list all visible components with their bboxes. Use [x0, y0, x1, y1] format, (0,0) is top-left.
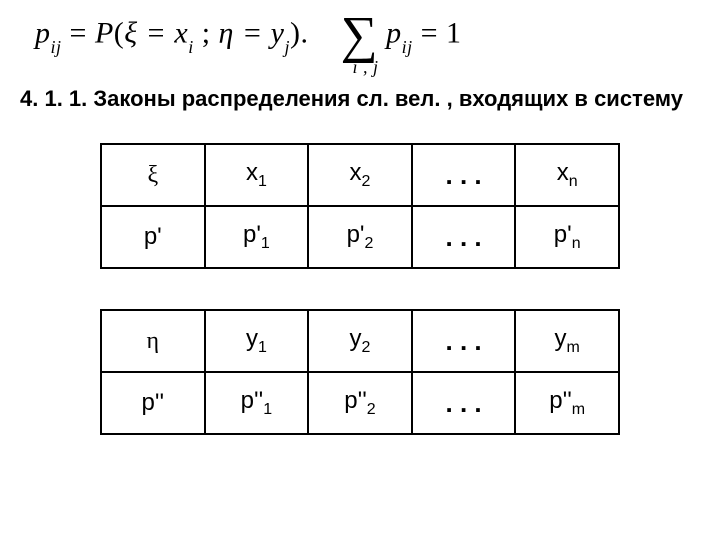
- section-heading: 4. 1. 1. Законы распределения сл. вел. ,…: [20, 85, 700, 114]
- cell-dots: . . .: [412, 310, 516, 372]
- table-eta: η y1 y2 . . . ym p'' p''1 p''2 . . . p''…: [100, 309, 620, 435]
- cell: y1: [205, 310, 309, 372]
- formula-rhs-sub: ij: [402, 37, 413, 57]
- table-row: ξ x1 x2 . . . xn: [101, 144, 619, 206]
- formula: pij = P(ξ = xi ; η = yj). ∑ i , j pij = …: [35, 15, 700, 57]
- cell-pprime2: p'': [101, 372, 205, 434]
- cell: y2: [308, 310, 412, 372]
- cell: p'2: [308, 206, 412, 268]
- formula-lhs-sub: ij: [51, 37, 62, 57]
- cell: p''m: [515, 372, 619, 434]
- formula-xi-sub: i: [188, 37, 194, 57]
- cell: x1: [205, 144, 309, 206]
- formula-xi: ξ: [124, 17, 137, 50]
- table-xi: ξ x1 x2 . . . xn p' p'1 p'2 . . . p'n: [100, 143, 620, 269]
- formula-close: ): [290, 17, 301, 50]
- cell: xn: [515, 144, 619, 206]
- formula-eq: =: [70, 17, 95, 50]
- formula-cap-p: P: [95, 17, 114, 50]
- cell: p'1: [205, 206, 309, 268]
- formula-eq-eta: = y: [234, 17, 285, 50]
- formula-eta: η: [219, 17, 234, 50]
- formula-lhs-p: p: [35, 17, 51, 50]
- sigma-sub: i , j: [353, 57, 379, 78]
- table-row: η y1 y2 . . . ym: [101, 310, 619, 372]
- cell-xi: ξ: [101, 144, 205, 206]
- table-row: p' p'1 p'2 . . . p'n: [101, 206, 619, 268]
- cell: x2: [308, 144, 412, 206]
- formula-eq2: = 1: [413, 17, 462, 50]
- cell-dots: . . .: [412, 206, 516, 268]
- formula-rhs-p: p: [386, 17, 402, 50]
- formula-eta-sub: j: [285, 37, 291, 57]
- cell-dots: . . .: [412, 144, 516, 206]
- cell: p''2: [308, 372, 412, 434]
- formula-open: (: [114, 17, 125, 50]
- sigma-wrap: ∑ i , j: [341, 15, 379, 57]
- cell: p'n: [515, 206, 619, 268]
- cell-dots: . . .: [412, 372, 516, 434]
- cell: ym: [515, 310, 619, 372]
- cell-pprime: p': [101, 206, 205, 268]
- formula-sep: ;: [194, 17, 219, 50]
- table-row: p'' p''1 p''2 . . . p''m: [101, 372, 619, 434]
- cell-eta: η: [101, 310, 205, 372]
- formula-eq-xi: = x: [138, 17, 189, 50]
- cell: p''1: [205, 372, 309, 434]
- sigma-symbol: ∑: [341, 15, 379, 57]
- formula-dot: .: [301, 17, 309, 50]
